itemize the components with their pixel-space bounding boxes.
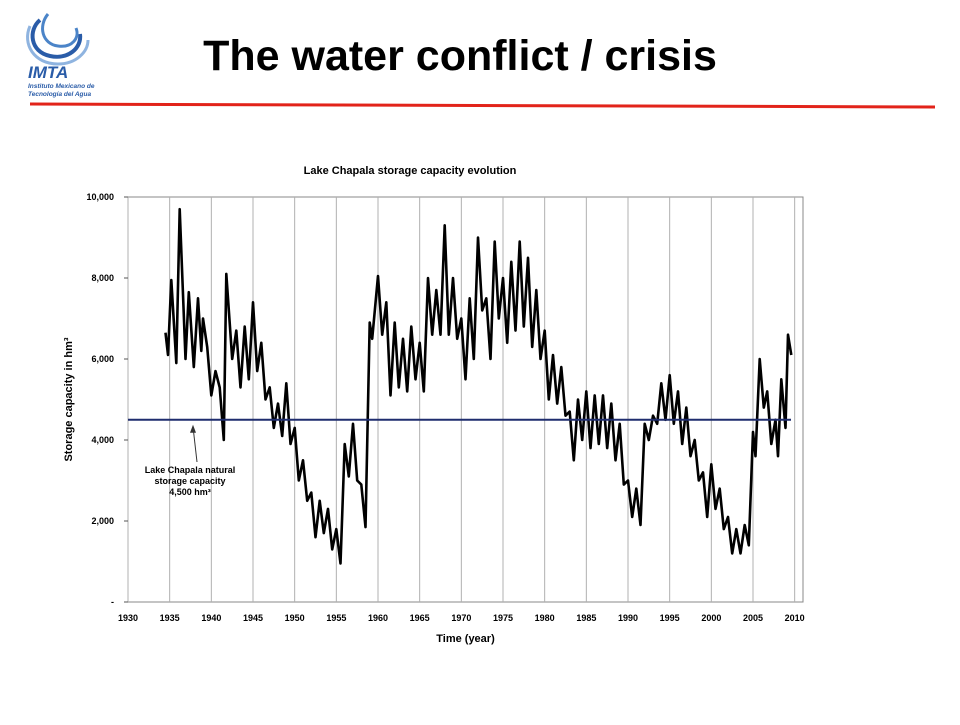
x-tick-label: 1980 <box>535 613 555 623</box>
x-tick-label: 1995 <box>660 613 680 623</box>
y-tick-label: 2,000 <box>91 516 114 526</box>
y-tick-label: 4,000 <box>91 435 114 445</box>
x-tick-label: 1985 <box>576 613 596 623</box>
x-tick-label: 1965 <box>410 613 430 623</box>
x-tick-label: 1940 <box>201 613 221 623</box>
logo-subtitle: Tecnología del Agua <box>28 91 91 98</box>
plot-area <box>127 196 804 603</box>
x-tick-label: 1945 <box>243 613 263 623</box>
x-tick-label: 2000 <box>701 613 721 623</box>
x-tick-label: 1935 <box>160 613 180 623</box>
x-tick-label: 2010 <box>785 613 805 623</box>
x-tick-label: 1955 <box>326 613 346 623</box>
annotation-arrowhead <box>190 424 196 433</box>
logo-swirl <box>30 18 83 59</box>
chart-title: Lake Chapala storage capacity evolution <box>304 165 517 177</box>
x-tick-label: 2005 <box>743 613 763 623</box>
logo-swirl <box>41 13 79 48</box>
y-tick-label: - <box>111 597 114 607</box>
x-tick-label: 1975 <box>493 613 513 623</box>
annotation-text: storage capacity <box>154 476 225 486</box>
x-tick-label: 1960 <box>368 613 388 623</box>
logo-swirl <box>26 25 90 66</box>
annotation-text: 4,500 hm³ <box>169 487 211 497</box>
x-tick-label: 1990 <box>618 613 638 623</box>
logo: IMTA Instituto Mexicano de Tecnología de… <box>26 13 95 98</box>
y-tick-label: 8,000 <box>91 273 114 283</box>
y-axis-label: Storage capacity in hm³ <box>63 337 75 461</box>
y-tick-label: 10,000 <box>86 192 114 202</box>
logo-subtitle: Instituto Mexicano de <box>28 83 95 90</box>
y-tick-label: 6,000 <box>91 354 114 364</box>
annotation-text: Lake Chapala natural <box>145 465 236 475</box>
data-line <box>164 207 793 565</box>
slide-title: The water conflict / crisis <box>203 32 717 80</box>
logo-name: IMTA <box>28 63 68 82</box>
x-tick-label: 1970 <box>451 613 471 623</box>
x-tick-label: 1950 <box>285 613 305 623</box>
x-axis-label: Time (year) <box>436 633 495 645</box>
chart: Lake Chapala storage capacity evolution 1… <box>63 165 805 645</box>
x-tick-label: 1930 <box>118 613 138 623</box>
title-rule <box>29 102 936 109</box>
